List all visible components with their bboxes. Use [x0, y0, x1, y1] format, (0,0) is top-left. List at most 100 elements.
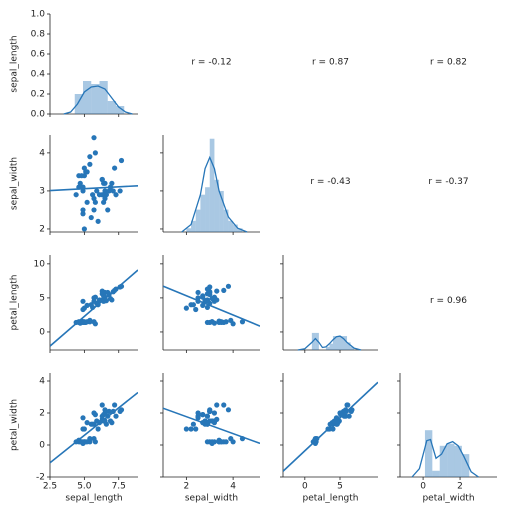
- scatter-point: [112, 287, 118, 294]
- scatter-point: [117, 188, 123, 194]
- scatter-point: [80, 188, 86, 194]
- scatter-point: [106, 188, 112, 194]
- scatter-point: [76, 184, 82, 190]
- scatter-point: [95, 218, 101, 224]
- panel: 0 5 10: [34, 255, 138, 353]
- scatter-point: [118, 283, 125, 289]
- histogram-bar: [191, 220, 196, 232]
- scatter-point: [84, 439, 90, 445]
- scatter-point: [118, 407, 125, 413]
- panel: 2 3 4: [39, 135, 138, 235]
- scatter-point: [99, 402, 105, 408]
- scatter-point: [101, 199, 107, 205]
- histogram-bar: [91, 84, 100, 114]
- scatter-point: [195, 295, 201, 301]
- scatter-point: [106, 291, 112, 298]
- correlation-label: r = 0.82: [430, 58, 467, 68]
- scatter-point: [73, 439, 79, 445]
- scatter-point: [195, 410, 201, 416]
- scatter-point: [91, 410, 97, 416]
- histogram-bar: [107, 101, 116, 114]
- scatter-point: [330, 426, 336, 432]
- y-tick-label: 1.0: [31, 10, 46, 20]
- correlation-label: r = -0.37: [428, 177, 468, 187]
- scatter-point: [113, 192, 119, 198]
- scatter-point: [84, 169, 90, 175]
- histogram-bar: [219, 190, 224, 232]
- scatter-point: [92, 150, 98, 156]
- scatter-point: [96, 420, 103, 426]
- scatter-point: [87, 161, 93, 167]
- scatter-point: [333, 415, 340, 421]
- scatter-point: [225, 283, 232, 289]
- scatter-point: [214, 416, 220, 422]
- scatter-point: [110, 408, 116, 414]
- histogram-bar: [99, 81, 108, 114]
- scatter-point: [80, 207, 86, 213]
- scatter-point: [195, 289, 201, 296]
- scatter-point: [200, 412, 206, 418]
- scatter-point: [209, 319, 215, 325]
- y-tick-label: 4: [39, 148, 45, 158]
- scatter-point: [204, 319, 211, 326]
- scatter-point: [209, 440, 215, 446]
- kde-line: [411, 438, 479, 478]
- x-tick-label: 0: [420, 482, 426, 492]
- scatter-point: [218, 319, 225, 325]
- scatter-point: [112, 165, 118, 171]
- x-tick-label: 5.0: [77, 482, 92, 492]
- y-tick-label: -2: [36, 473, 45, 483]
- scatter-point: [190, 421, 196, 427]
- histogram-bar: [116, 106, 125, 114]
- scatter-point: [91, 319, 97, 325]
- scatter-point: [107, 418, 114, 424]
- scatter-point: [214, 402, 220, 408]
- y-axis-label: sepal_width: [10, 157, 20, 210]
- scatter-point: [79, 173, 85, 179]
- scatter-point: [90, 304, 96, 311]
- scatter-point: [204, 304, 211, 311]
- correlation-label: r = -0.43: [310, 177, 350, 187]
- correlation-label: r = 0.87: [312, 58, 349, 68]
- panel: [160, 255, 260, 353]
- scatter-point: [91, 207, 97, 213]
- scatter-point: [91, 295, 97, 301]
- histogram-bar: [454, 445, 462, 477]
- panel: [280, 255, 378, 353]
- scatter-point: [200, 302, 206, 308]
- scatter-point: [312, 439, 318, 445]
- scatter-point: [193, 426, 199, 432]
- scatter-point: [113, 413, 119, 419]
- y-axis-label: sepal_length: [10, 35, 20, 92]
- y-tick-label: 4: [39, 377, 45, 387]
- x-tick-label: 2: [184, 482, 190, 492]
- kde-line: [63, 85, 133, 115]
- x-tick-label: 4: [230, 482, 236, 492]
- scatter-point: [79, 318, 85, 324]
- x-axis-label: petal_width: [422, 494, 474, 504]
- scatter-point: [218, 439, 225, 445]
- scatter-point: [81, 426, 87, 432]
- panel: 2.5 5.0 7.5 -2 0 2 4: [36, 373, 138, 492]
- scatter-point: [230, 321, 236, 327]
- scatter-point: [204, 413, 211, 419]
- x-tick-label: 7.5: [112, 482, 126, 492]
- scatter-point: [90, 192, 96, 198]
- kde-line: [181, 155, 248, 233]
- histogram-bar: [74, 94, 83, 114]
- scatter-point: [84, 199, 90, 205]
- scatter-point: [188, 426, 194, 432]
- scatter-point: [94, 188, 100, 194]
- histogram-bar: [332, 336, 337, 350]
- histogram-bar: [186, 228, 192, 232]
- scatter-point: [84, 319, 90, 325]
- scatter-point: [102, 188, 108, 194]
- scatter-point: [102, 180, 108, 186]
- scatter-point: [79, 439, 85, 445]
- x-axis-label: petal_length: [303, 494, 359, 504]
- scatter-point: [88, 214, 94, 221]
- y-tick-label: 0.4: [31, 70, 46, 80]
